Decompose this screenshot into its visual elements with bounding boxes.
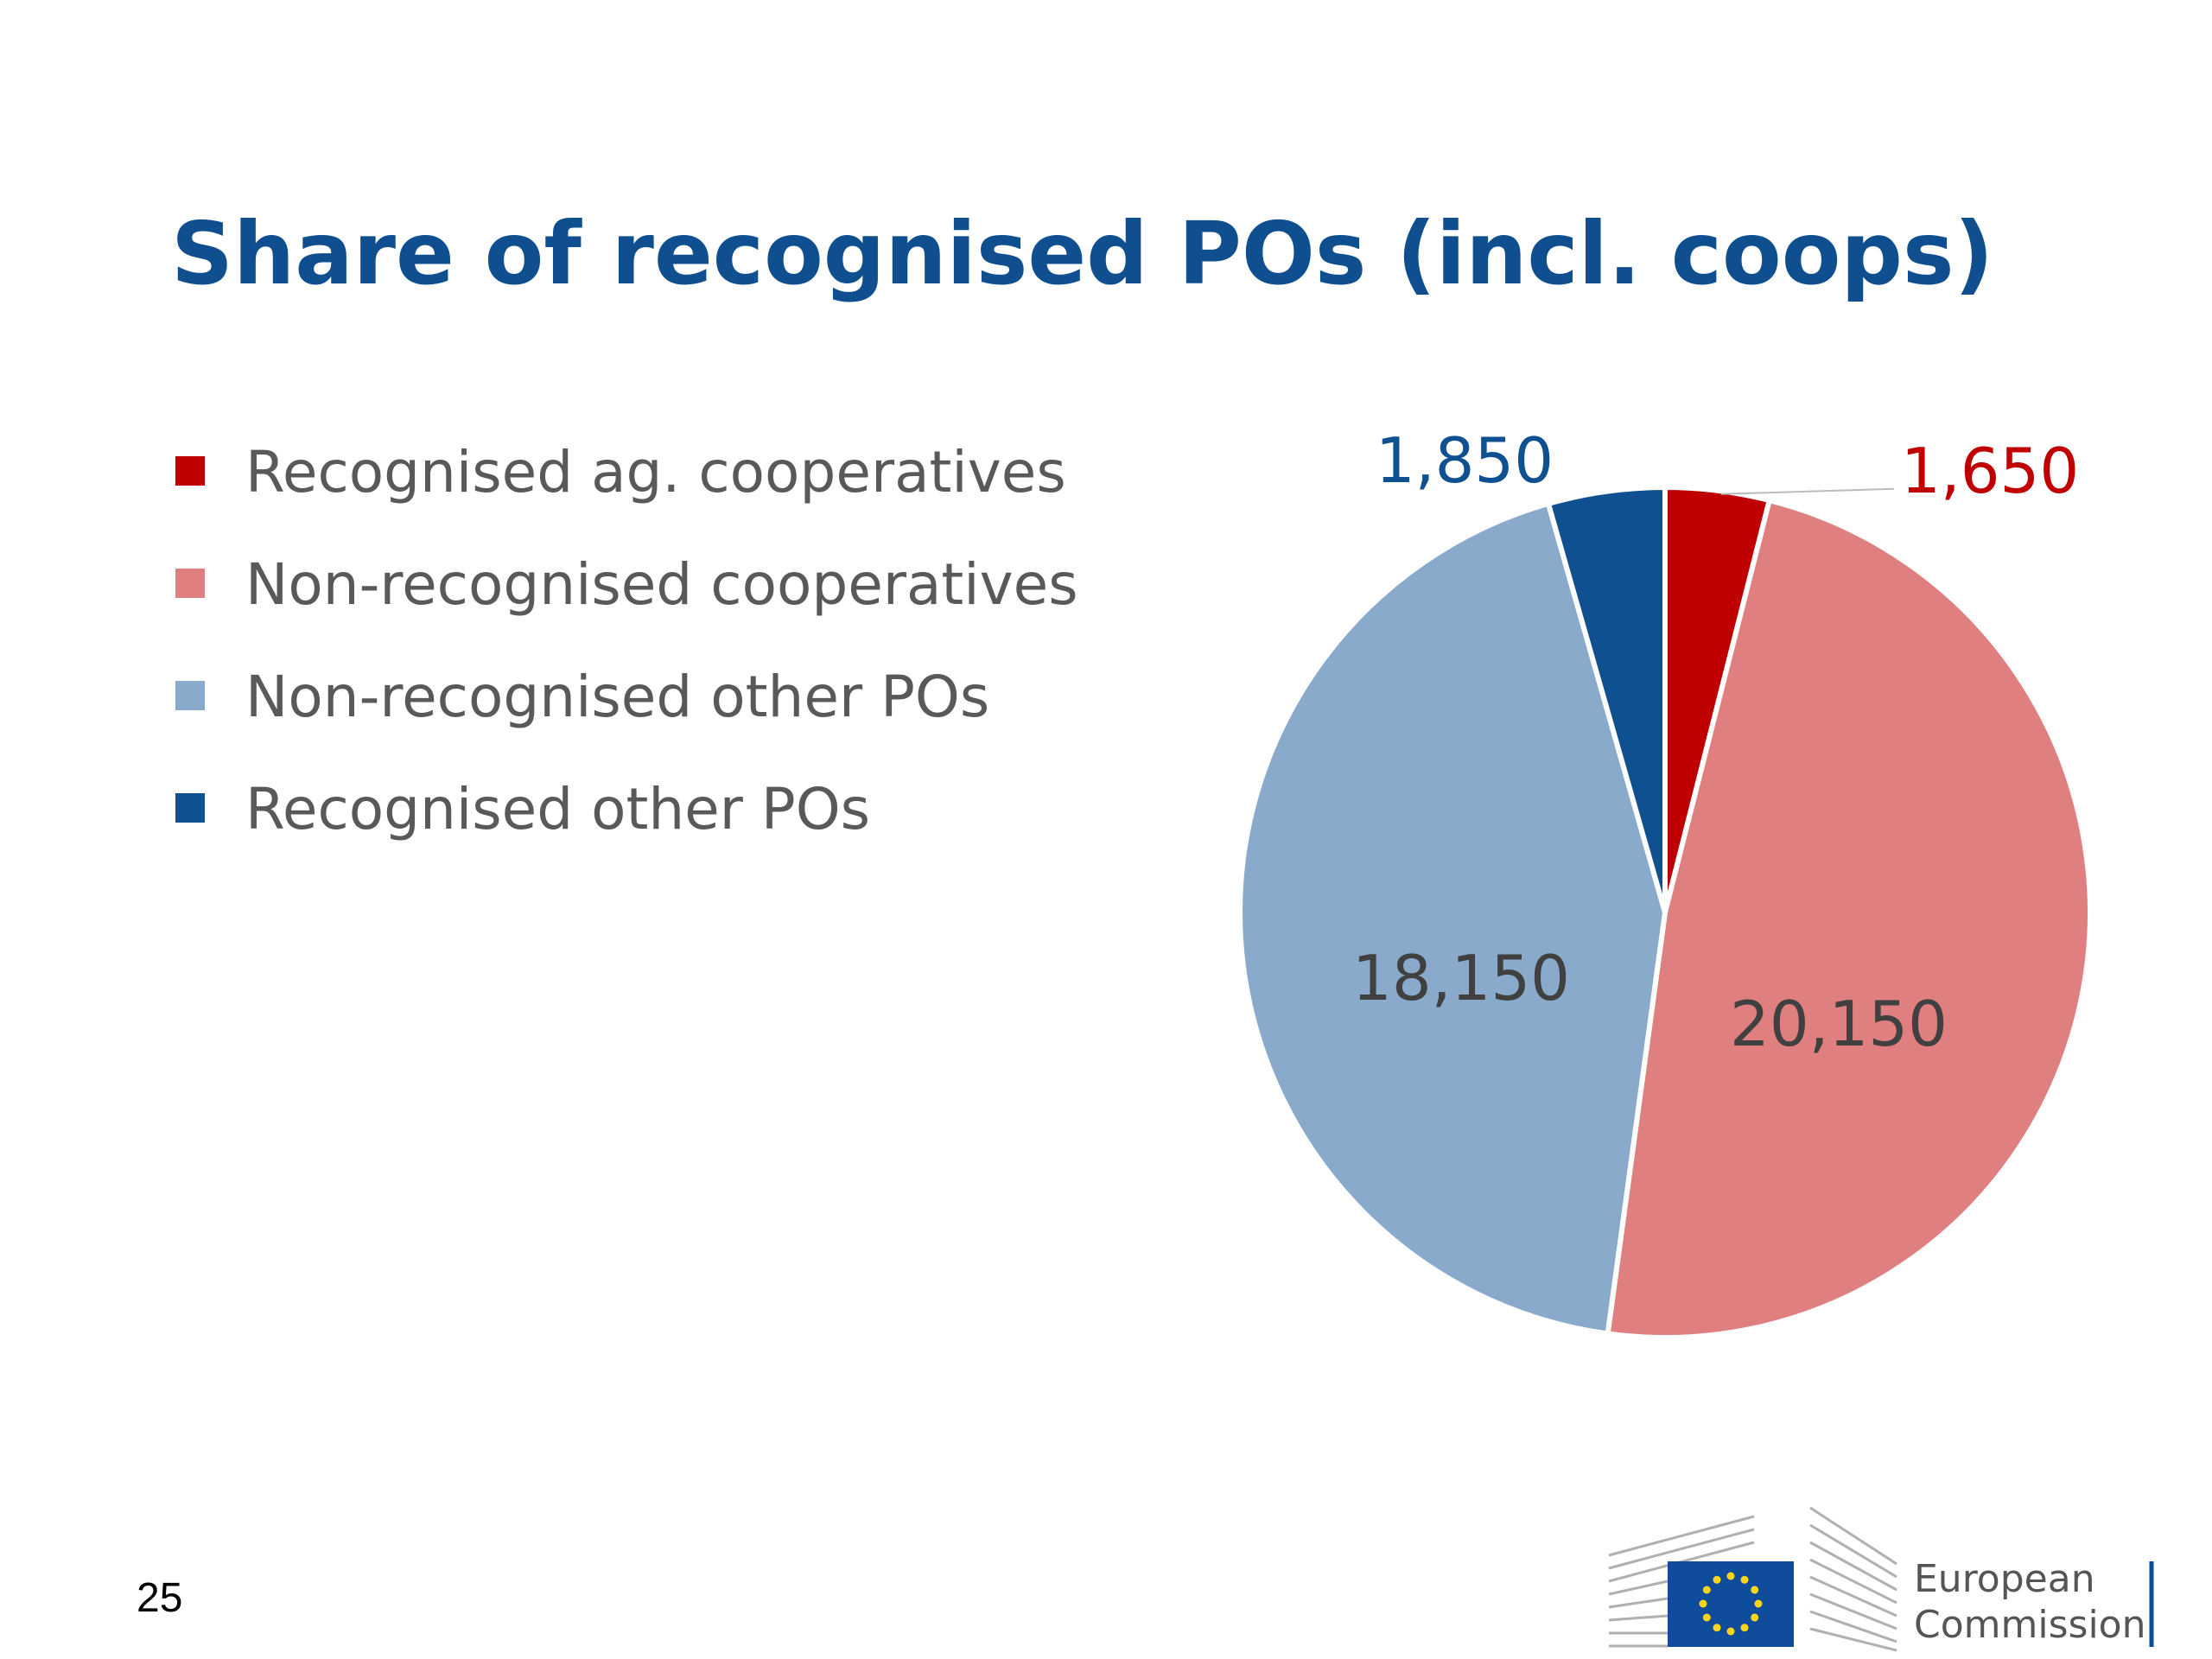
legend-label: Non-recognised cooperatives [245, 551, 1078, 618]
data-label: 1,650 [1901, 435, 2079, 507]
data-label: 20,150 [1730, 988, 1948, 1060]
star [1726, 1627, 1735, 1636]
legend-label: Non-recognised other POs [245, 664, 989, 730]
star [1713, 1575, 1721, 1584]
chart-title: Share of recognised POs (incl. coops) [171, 203, 1993, 304]
eu-stars [1699, 1572, 1763, 1636]
star [1751, 1613, 1759, 1622]
legend-swatch [175, 793, 205, 823]
star [1740, 1624, 1749, 1632]
star [1751, 1586, 1759, 1594]
legend-label: Recognised ag. cooperatives [245, 439, 1066, 505]
pie-slice [1237, 500, 1669, 1337]
logo-text: Commission [1914, 1603, 2145, 1647]
star [1713, 1624, 1721, 1632]
data-label: 18,150 [1352, 942, 1570, 1014]
legend-swatch [175, 681, 205, 710]
legend-swatch [175, 456, 205, 486]
pie-slice [1545, 484, 1668, 913]
pie-slice [1605, 497, 2093, 1340]
data-label: 1,850 [1376, 424, 1554, 497]
star [1740, 1575, 1749, 1584]
legend-label: Recognised other POs [245, 776, 870, 842]
star [1699, 1599, 1707, 1608]
logo-text: European [1914, 1557, 2095, 1601]
star [1702, 1613, 1711, 1622]
logo: European Commission [1608, 1506, 2154, 1652]
star [1702, 1586, 1711, 1594]
leader-line [1720, 487, 1895, 495]
legend-swatch [175, 569, 205, 598]
star [1754, 1599, 1763, 1608]
page-number: 25 [137, 1575, 182, 1621]
star [1726, 1572, 1735, 1580]
